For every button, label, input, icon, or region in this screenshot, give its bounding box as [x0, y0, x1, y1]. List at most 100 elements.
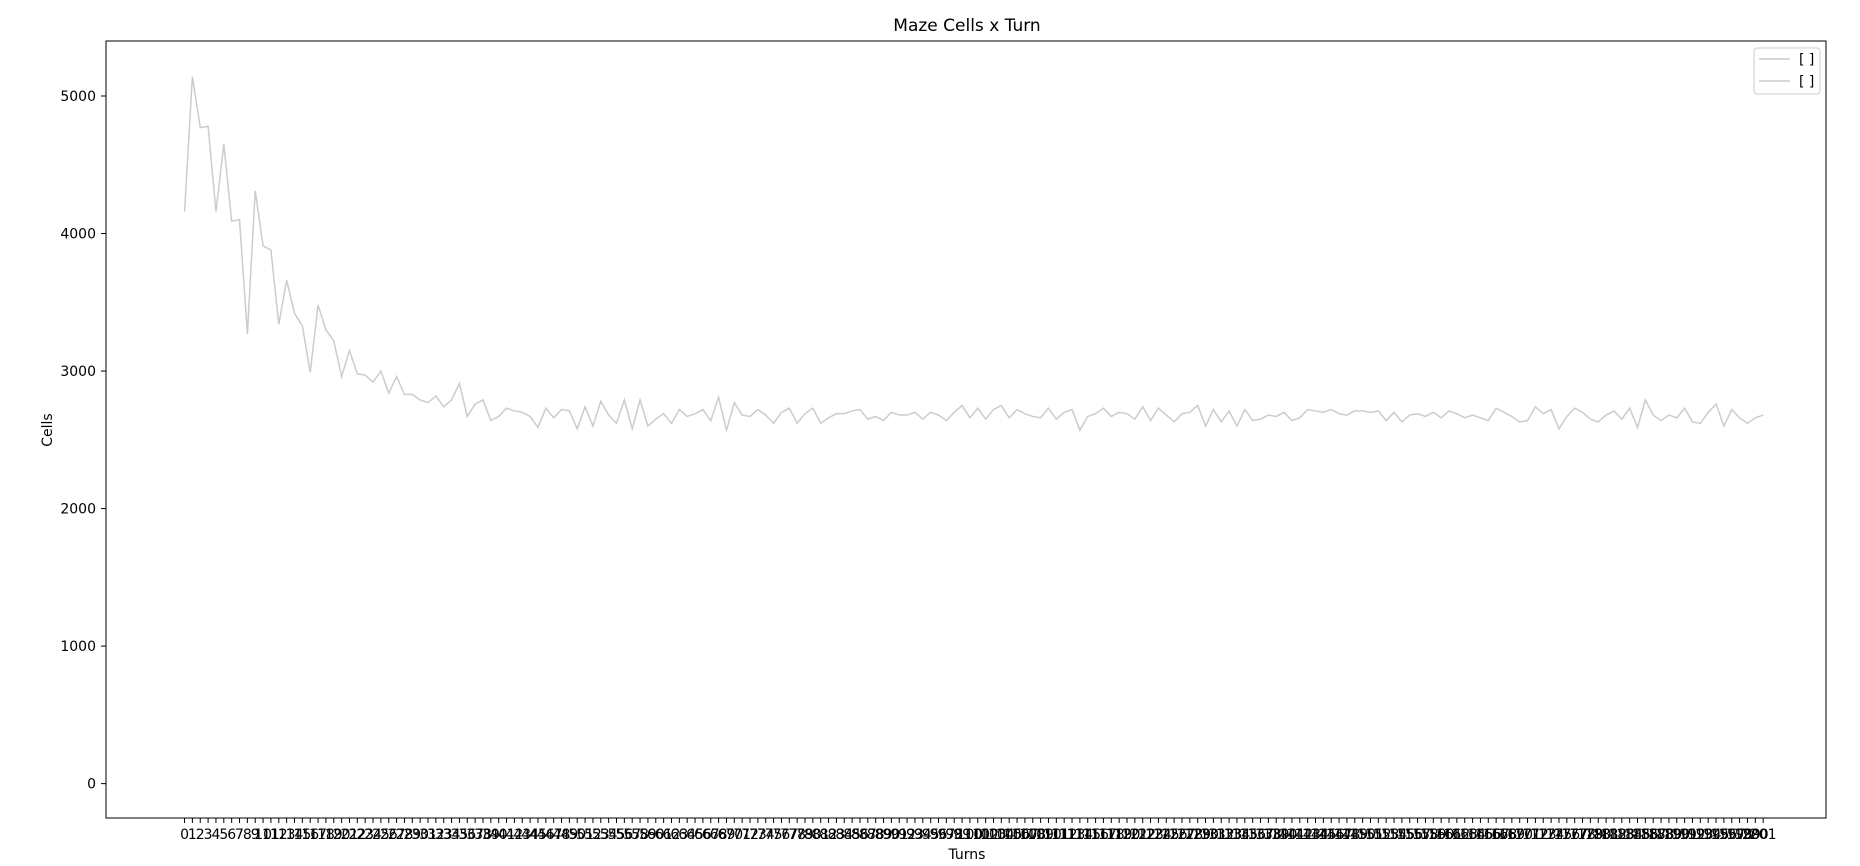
- x-tick-label: 1: [188, 827, 197, 843]
- x-tick-label: 65: [686, 827, 704, 843]
- x-tick-label: 104: [988, 827, 1015, 843]
- x-tick-label: 112: [1051, 827, 1078, 843]
- x-tick-label: 35: [451, 827, 469, 843]
- x-tick-label: 143: [1294, 827, 1321, 843]
- x-tick-label: 44: [521, 827, 539, 843]
- x-tick-label: 82: [820, 827, 838, 843]
- x-tick-label: 26: [380, 827, 398, 843]
- x-tick-label: 93: [906, 827, 924, 843]
- x-tick-label: 75: [765, 827, 783, 843]
- x-tick-label: 18: [317, 827, 335, 843]
- x-tick-label: 48: [553, 827, 571, 843]
- x-tick-label: 193: [1687, 827, 1714, 843]
- x-tick-label: 157: [1404, 827, 1431, 843]
- x-tick-label: 129: [1184, 827, 1211, 843]
- plot-area: [105, 40, 1827, 819]
- x-tick-label: 38: [474, 827, 492, 843]
- x-tick-label: 16: [301, 827, 319, 843]
- x-tick-label: 196: [1711, 827, 1738, 843]
- x-tick-label: 81: [812, 827, 830, 843]
- x-tick-label: 167: [1483, 827, 1510, 843]
- x-tick-label: 164: [1459, 827, 1486, 843]
- x-tick-label: 177: [1561, 827, 1588, 843]
- x-tick-label: 116: [1082, 827, 1109, 843]
- x-tick-label: 168: [1491, 827, 1518, 843]
- x-tick-label: 113: [1059, 827, 1086, 843]
- x-tick-label: 154: [1381, 827, 1408, 843]
- x-tick-label: 185: [1624, 827, 1651, 843]
- x-tick-label: 140: [1271, 827, 1298, 843]
- x-tick-label: 80: [804, 827, 822, 843]
- x-tick-label: 5: [219, 827, 228, 843]
- x-tick-label: 107: [1012, 827, 1039, 843]
- x-tick-label: 64: [678, 827, 696, 843]
- y-tick-label: 3000: [60, 364, 96, 380]
- x-tick-label: 166: [1475, 827, 1502, 843]
- x-tick-label: 110: [1035, 827, 1062, 843]
- x-tick-label: 114: [1067, 827, 1094, 843]
- x-tick-label: 66: [694, 827, 712, 843]
- x-tick-label: 55: [608, 827, 626, 843]
- x-tick-label: 178: [1569, 827, 1596, 843]
- x-tick-label: 158: [1412, 827, 1439, 843]
- x-tick-label: 57: [623, 827, 641, 843]
- x-tick-label: 95: [922, 827, 940, 843]
- x-tick-label: 123: [1137, 827, 1164, 843]
- x-axis: 0123456789101112131415161718192021222324…: [180, 818, 1777, 843]
- series-group: [183, 76, 1764, 434]
- x-tick-label: 148: [1334, 827, 1361, 843]
- x-tick-label: 61: [655, 827, 673, 843]
- x-tick-label: 106: [1004, 827, 1031, 843]
- y-axis-title: Cells: [40, 413, 56, 446]
- x-tick-label: 63: [670, 827, 688, 843]
- x-tick-label: 37: [466, 827, 484, 843]
- x-tick-label: 101: [964, 827, 991, 843]
- x-tick-label: 68: [710, 827, 728, 843]
- x-tick-label: 180: [1585, 827, 1612, 843]
- x-tick-label: 103: [980, 827, 1007, 843]
- x-tick-label: 89: [875, 827, 893, 843]
- x-tick-label: 127: [1169, 827, 1196, 843]
- x-tick-label: 4: [211, 827, 220, 843]
- x-tick-label: 134: [1224, 827, 1251, 843]
- x-tick-label: 98: [945, 827, 963, 843]
- x-tick-label: 94: [914, 827, 932, 843]
- x-tick-label: 137: [1247, 827, 1274, 843]
- x-tick-label: 99: [953, 827, 971, 843]
- x-tick-label: 142: [1286, 827, 1313, 843]
- x-tick-label: 92: [898, 827, 916, 843]
- x-tick-label: 120: [1114, 827, 1141, 843]
- x-tick-label: 126: [1161, 827, 1188, 843]
- x-tick-label: 49: [560, 827, 578, 843]
- x-tick-label: 184: [1616, 827, 1643, 843]
- x-tick-label: 200: [1742, 827, 1769, 843]
- x-tick-label: 198: [1726, 827, 1753, 843]
- x-tick-label: 170: [1506, 827, 1533, 843]
- x-tick-label: 74: [757, 827, 775, 843]
- x-tick-label: 199: [1734, 827, 1761, 843]
- x-tick-label: 15: [293, 827, 311, 843]
- x-tick-label: 131: [1200, 827, 1227, 843]
- x-tick-label: 21: [341, 827, 359, 843]
- x-tick-label: 32: [427, 827, 445, 843]
- x-tick-label: 135: [1231, 827, 1258, 843]
- x-tick-label: 43: [513, 827, 531, 843]
- y-tick-label: 4000: [60, 227, 96, 243]
- x-tick-label: 146: [1318, 827, 1345, 843]
- x-tick-label: 128: [1176, 827, 1203, 843]
- x-tick-label: 161: [1436, 827, 1463, 843]
- x-tick-label: 10: [254, 827, 272, 843]
- x-tick-label: 60: [647, 827, 665, 843]
- x-tick-label: 153: [1373, 827, 1400, 843]
- x-tick-label: 58: [631, 827, 649, 843]
- x-tick-label: 175: [1546, 827, 1573, 843]
- x-tick-label: 51: [576, 827, 594, 843]
- x-tick-label: 24: [364, 827, 382, 843]
- x-tick-label: 109: [1027, 827, 1054, 843]
- x-tick-label: 88: [867, 827, 885, 843]
- x-tick-label: 12: [270, 827, 288, 843]
- x-tick-label: 130: [1192, 827, 1219, 843]
- x-tick-label: 179: [1577, 827, 1604, 843]
- x-tick-label: 133: [1216, 827, 1243, 843]
